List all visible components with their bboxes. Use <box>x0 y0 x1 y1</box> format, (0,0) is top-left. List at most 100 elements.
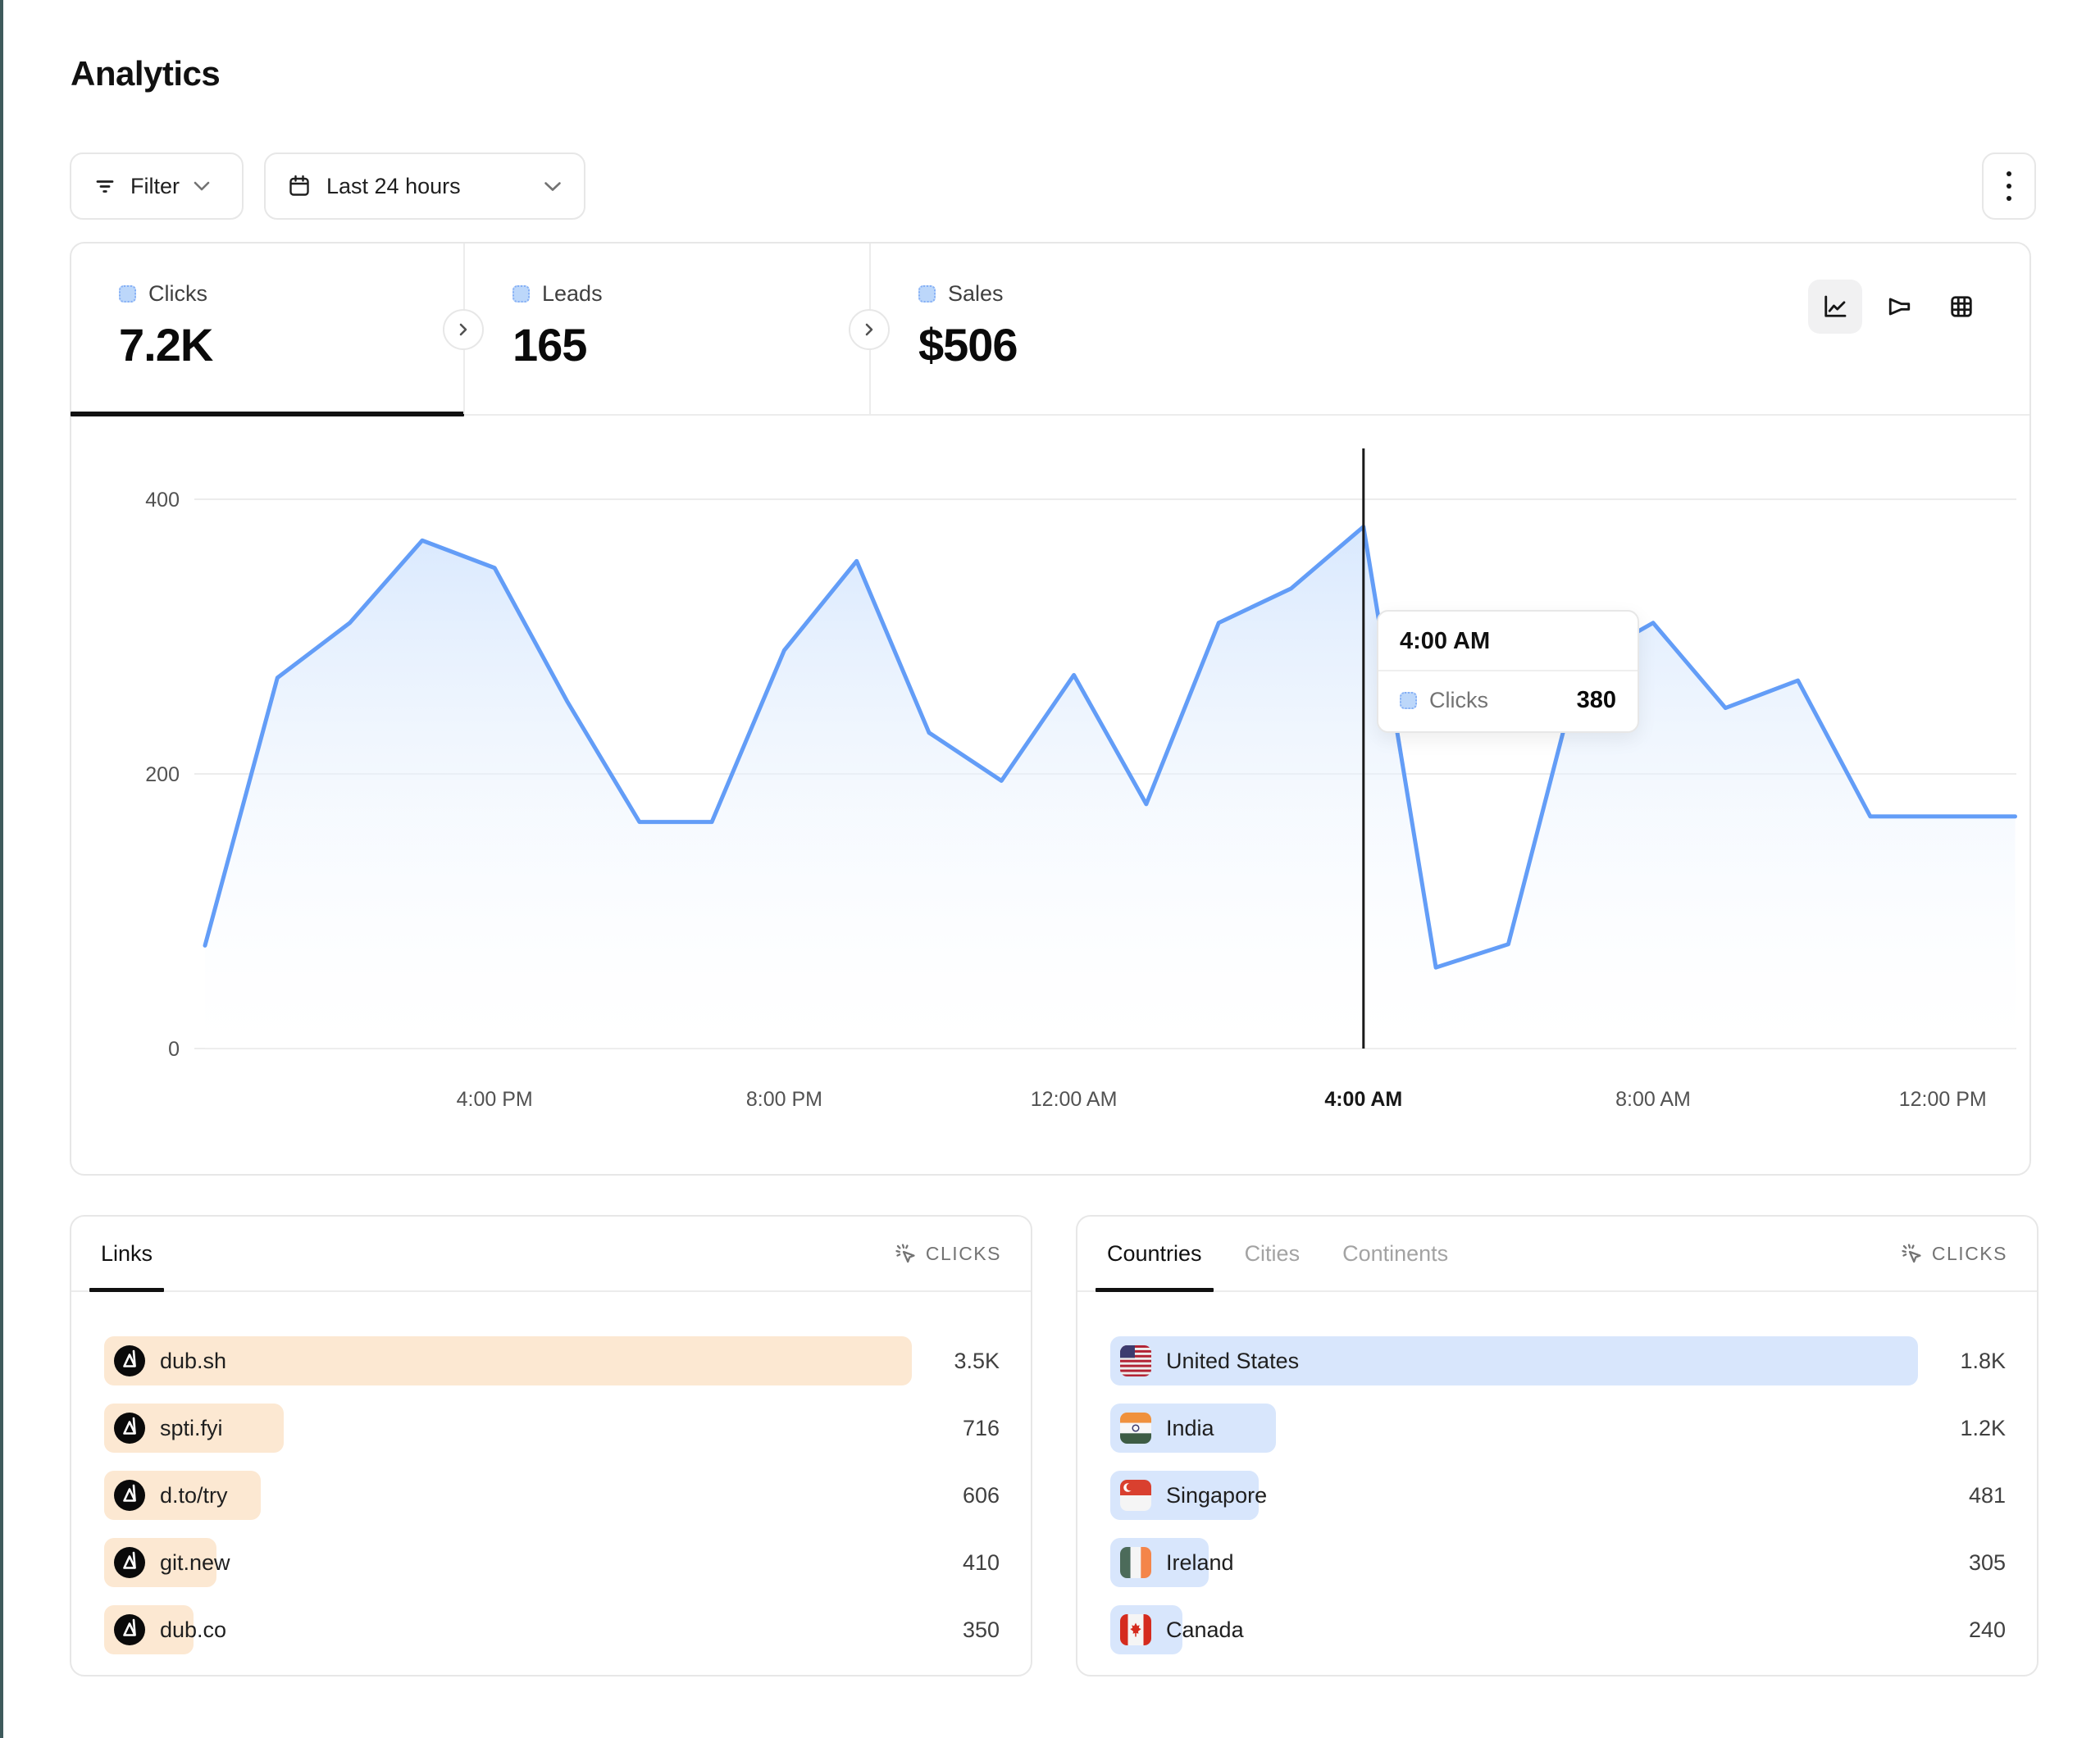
row-value: 716 <box>962 1415 1000 1440</box>
y-axis-label: 400 <box>145 489 180 512</box>
sales-legend-chip-icon <box>918 285 936 303</box>
line-chart-view-button[interactable] <box>1808 280 1862 334</box>
list-item[interactable]: United States 1.8K <box>1110 1336 2007 1385</box>
row-label: spti.fyi <box>160 1415 223 1440</box>
stat-tabs: Clicks 7.2K Leads 165 Sales $506 <box>71 243 2029 416</box>
list-item[interactable]: dub.sh 3.5K <box>104 1336 1001 1385</box>
flag-sg-icon <box>1120 1480 1151 1511</box>
sales-value: $506 <box>918 319 1018 371</box>
flag-ca-icon <box>1120 1614 1151 1645</box>
tooltip-series-label: Clicks <box>1429 688 1488 712</box>
links-metric-header[interactable]: CLICKS <box>893 1241 1001 1266</box>
row-bar <box>1110 1336 1918 1385</box>
list-item[interactable]: git.new 410 <box>104 1538 1001 1587</box>
leads-value: 165 <box>512 319 587 371</box>
stat-label: Sales <box>948 281 1004 306</box>
row-label: d.to/try <box>160 1482 228 1508</box>
flag-us-icon <box>1120 1345 1151 1376</box>
row-label: United States <box>1166 1348 1300 1373</box>
cursor-click-icon <box>1902 1244 1921 1263</box>
row-value: 3.5K <box>954 1348 1000 1373</box>
row-value: 481 <box>1968 1482 2006 1508</box>
flag-in-icon <box>1120 1413 1151 1444</box>
dub-logo-icon <box>114 1413 145 1444</box>
flag-icon <box>1120 1413 1151 1444</box>
chevron-down-icon <box>193 180 211 192</box>
flag-icon <box>1120 1547 1151 1578</box>
list-item[interactable]: Ireland 305 <box>1110 1538 2007 1587</box>
y-axis-label: 0 <box>168 1038 180 1061</box>
expand-leads-chevron-button[interactable] <box>443 309 484 350</box>
x-axis-label: 4:00 AM <box>1324 1088 1402 1111</box>
flag-icon <box>1120 1345 1151 1376</box>
tab-continents[interactable]: Continents <box>1342 1240 1449 1266</box>
tooltip-value: 380 <box>1576 687 1616 713</box>
filter-button[interactable]: Filter <box>70 152 244 220</box>
funnel-view-button[interactable] <box>1871 280 1925 334</box>
flag-ie-icon <box>1120 1547 1151 1578</box>
row-label: dub.co <box>160 1617 227 1642</box>
row-label: Ireland <box>1166 1549 1234 1575</box>
row-bar <box>104 1336 912 1385</box>
list-item[interactable]: spti.fyi 716 <box>104 1404 1001 1453</box>
list-item[interactable]: Singapore 481 <box>1110 1471 2007 1520</box>
y-axis-label: 200 <box>145 763 180 786</box>
list-item[interactable]: dub.co 350 <box>104 1605 1001 1654</box>
chevron-down-icon <box>543 180 563 193</box>
chart-tooltip: 4:00 AM Clicks 380 <box>1377 610 1639 733</box>
more-options-button[interactable] <box>1982 152 2036 220</box>
x-axis-label: 12:00 AM <box>1031 1088 1118 1111</box>
links-panel: Links CLICKS dub.sh 3.5K spti.fyi 716 d.to/t… <box>70 1215 1032 1677</box>
dub-logo-icon <box>114 1413 145 1444</box>
row-label: Singapore <box>1166 1482 1268 1508</box>
line-chart-icon <box>1824 295 1847 317</box>
active-tab-underline <box>71 412 464 416</box>
row-value: 410 <box>962 1549 1000 1575</box>
tab-links[interactable]: Links <box>89 1217 165 1292</box>
row-value: 606 <box>962 1482 1000 1508</box>
row-value: 1.8K <box>1960 1348 2006 1373</box>
kebab-menu-icon <box>2007 171 2011 201</box>
x-axis-label: 4:00 PM <box>457 1088 533 1111</box>
list-item[interactable]: India 1.2K <box>1110 1404 2007 1453</box>
flag-icon <box>1120 1480 1151 1511</box>
dub-logo-icon <box>114 1614 145 1645</box>
x-axis-label: 8:00 PM <box>746 1088 822 1111</box>
calendar-icon <box>287 174 312 198</box>
links-metric-label: CLICKS <box>925 1242 1001 1264</box>
tab-leads[interactable]: Leads 165 <box>463 243 869 414</box>
countries-panel: Countries Cities Continents CLICKS Unite… <box>1076 1215 2039 1677</box>
dub-logo-icon <box>114 1345 145 1376</box>
chevron-right-icon <box>459 323 467 336</box>
chevron-right-icon <box>865 323 873 336</box>
table-grid-icon <box>1951 296 1972 317</box>
tab-countries[interactable]: Countries <box>1096 1217 1214 1292</box>
page-left-edge-divider <box>0 0 3 1738</box>
analytics-chart-card: Clicks 7.2K Leads 165 Sales $506 <box>70 242 2031 1176</box>
tab-clicks[interactable]: Clicks 7.2K <box>71 243 464 416</box>
countries-metric-header[interactable]: CLICKS <box>1899 1241 2007 1266</box>
funnel-icon <box>1888 298 1911 316</box>
countries-metric-label: CLICKS <box>1931 1242 2007 1264</box>
row-label: dub.sh <box>160 1348 227 1373</box>
list-item[interactable]: Canada 240 <box>1110 1605 2007 1654</box>
page-title: Analytics <box>71 54 221 93</box>
row-label: India <box>1166 1415 1214 1440</box>
leads-legend-chip-icon <box>512 285 530 303</box>
row-value: 305 <box>1968 1549 2006 1575</box>
dub-logo-icon <box>114 1547 145 1578</box>
cursor-click-icon <box>895 1244 915 1263</box>
row-value: 350 <box>962 1617 1000 1642</box>
date-range-label: Last 24 hours <box>326 173 461 198</box>
clicks-legend-chip-icon <box>1400 692 1417 709</box>
table-view-button[interactable] <box>1934 280 1988 334</box>
date-range-button[interactable]: Last 24 hours <box>264 152 585 220</box>
tab-cities[interactable]: Cities <box>1244 1240 1301 1266</box>
dub-logo-icon <box>114 1480 145 1511</box>
clicks-line <box>203 525 2017 970</box>
tooltip-time: 4:00 AM <box>1378 612 1638 671</box>
list-item[interactable]: d.to/try 606 <box>104 1471 1001 1520</box>
dub-logo-icon <box>114 1480 145 1511</box>
clicks-value: 7.2K <box>119 319 213 371</box>
expand-sales-chevron-button[interactable] <box>849 309 890 350</box>
